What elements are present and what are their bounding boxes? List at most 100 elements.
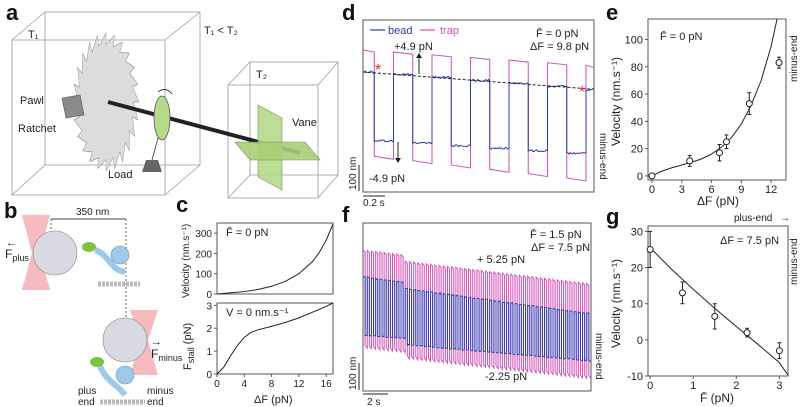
c-bottom-note: V = 0 nm.s⁻¹ [226,307,289,319]
d-note-delta-force: ΔF = 9.8 pN [530,41,589,53]
bead-plus [32,230,78,276]
vane-label: Vane [292,117,317,129]
f-minus-label: Fminus [151,347,183,363]
pawl-icon [61,94,85,119]
x-tick-label: 12 [765,184,777,196]
bead-minus [102,317,148,363]
c_top-frame [216,222,334,295]
y-tick-label: 0 [206,370,212,381]
c-ylabel-velocity: Velocity (nm.s⁻¹) [181,224,192,298]
f-minus-sub: minus [158,353,183,363]
motor-top [82,242,140,287]
y-tick-label: 10 [631,299,643,311]
f-scale-y-label: 100 nm [348,357,359,390]
c-ylabel-stall: Fstall (pN) [182,323,196,370]
e-frame [647,18,787,181]
y-tick-label: 40 [631,116,643,128]
f-frame [362,222,592,392]
y-tick-label: 2 [206,324,212,335]
legend-bead: bead [388,25,412,37]
d-note-mean-force: F̄ = 0 pN [536,27,579,40]
plus-end-label-2: end [78,397,95,407]
y-tick-label: 0 [206,290,212,301]
data-point [722,138,730,146]
load-label: Load [108,169,132,181]
arrow-right-icon: → [151,336,162,348]
x-tick-label: 3 [679,184,685,196]
y-tick-label: 0 [637,335,643,347]
f-plus-label: Fplus [5,247,29,263]
fstall-unit: (pN) [182,323,194,347]
t2-label: T₂ [256,69,267,81]
x-tick-label: 0 [214,379,220,390]
data-point [648,172,656,180]
d-scale-y-label: 100 nm [348,157,359,190]
x-tick-label: 12 [293,379,305,390]
g-xlabel: F̄ (pN) [700,391,734,405]
data-line [216,223,334,295]
c-xlabel: ΔF (pN) [254,394,293,406]
fit-curve [649,247,789,376]
d-traces [362,49,595,182]
c-top-note: F̄ = 0 pN [226,226,269,239]
panel-label-b: b [4,198,17,223]
f-note-mean-force: F̄ = 1.5 pN [530,228,582,241]
d-frame [362,19,595,193]
e-xlabel: ΔF (pN) [697,194,739,208]
g-ylabel: Velocity (nm.s⁻¹) [609,259,623,348]
temperature-condition: T₁ < T₂ [204,25,238,37]
asterisk-start: * [375,62,381,79]
x-tick-label: 3 [776,380,782,392]
y-tick-label: 0 [637,171,643,183]
x-tick-label: 0 [647,380,653,392]
x-tick-label: 16 [321,379,333,390]
panel-label-a: a [6,0,19,25]
legend-trap: trap [440,25,459,37]
panel-label-f: f [342,202,350,227]
e-note: F̄ = 0 pN [660,30,703,43]
ratchet-gear-icon [72,32,140,172]
data-point [775,347,783,355]
data-point [715,149,723,157]
g-direction-label: minus-end [789,238,800,285]
minus-end-label-2: end [147,397,164,407]
y-tick-label: 20 [631,144,643,156]
d-scale-x-label: 0.2 s [363,198,385,209]
e-ylabel: Velocity (nm.s⁻¹) [609,57,623,146]
t1-label: T₁ [28,29,39,41]
c_bottom-frame [216,302,334,375]
plus-end-label: plus [78,386,96,397]
panel-b: b 350 nm Fplus ← Fminus [4,198,183,407]
x-tick-label: 9 [738,184,744,196]
x-tick-label: 2 [733,380,739,392]
f-note-delta-force: ΔF = 7.5 pN [531,242,590,254]
ratchet-teeth [72,32,140,172]
motor-bottom [90,357,145,405]
y-tick-label: 3 [206,301,212,312]
x-tick-label: 8 [269,379,275,390]
load-pulley-icon [142,89,173,172]
arrow-left-icon: ← [6,237,17,249]
bead-trace [362,70,595,155]
drift-dashed-line [362,71,591,90]
f-traces [362,249,592,380]
d-direction-label: minus-end [597,133,608,180]
panel-d: d bead trap F̄ = 0 pN ΔF = 9.8 pN +4.9 p… [342,0,608,209]
y-tick-label: 100 [625,34,643,46]
pawl-label: Pawl [20,95,44,107]
ratchet-label: Ratchet [18,123,56,135]
trap-trace [362,49,595,182]
bead-trace [362,275,592,362]
fstall-sub: stall [186,347,196,363]
f-plus-symbol: F [5,247,12,261]
x-tick-label: 1 [690,380,696,392]
f-scale-x-label: 2 s [367,397,380,407]
minus-end-label: minus [147,386,174,397]
asterisk-end: * [579,84,585,101]
data-point [678,289,686,297]
g-frame [647,225,789,377]
